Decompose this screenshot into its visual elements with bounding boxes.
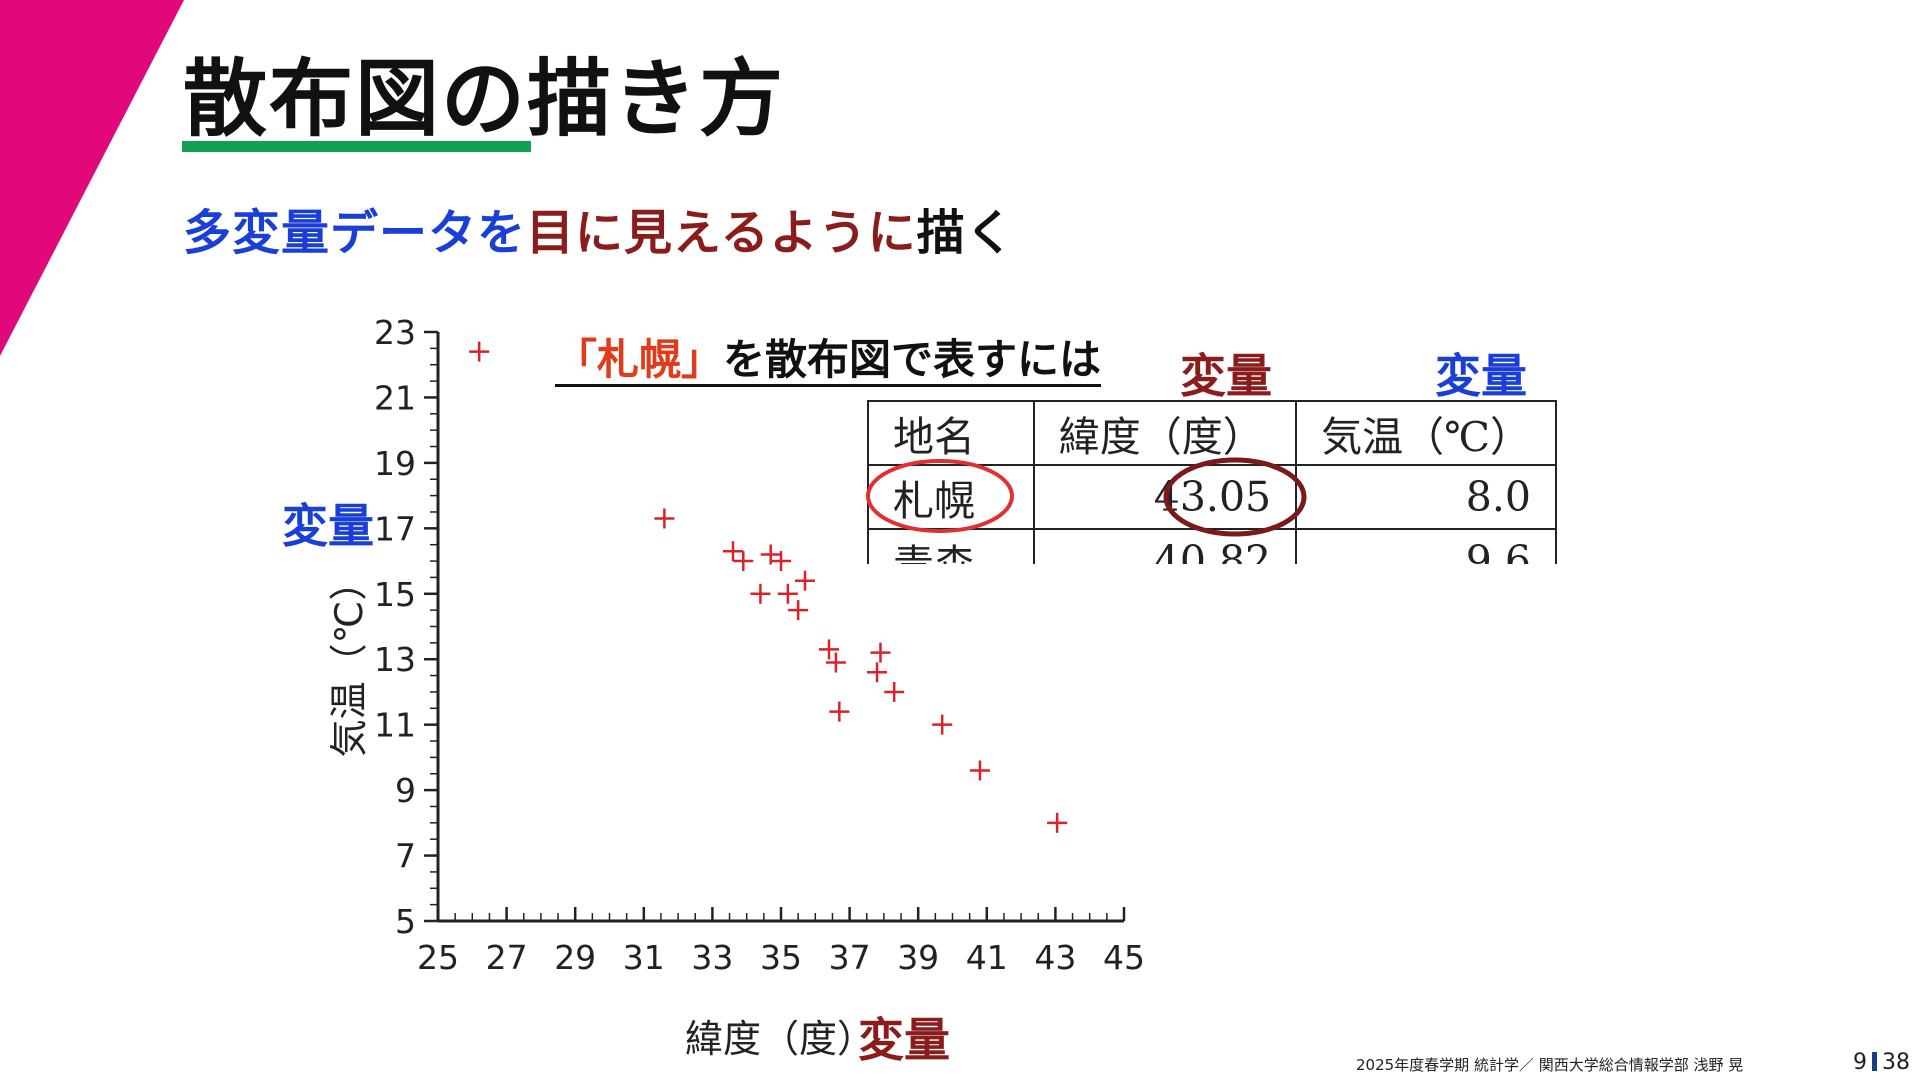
corner-decoration xyxy=(0,0,184,356)
data-point xyxy=(733,551,754,572)
page-current: 9 xyxy=(1853,1050,1867,1075)
y-tick-label: 21 xyxy=(374,378,416,417)
y-tick-label: 17 xyxy=(374,509,416,548)
cell-latitude: 40.82 xyxy=(1032,528,1298,564)
x-tick-label: 37 xyxy=(829,938,871,977)
y-tick-label: 9 xyxy=(395,771,416,810)
x-tick-label: 29 xyxy=(554,938,596,977)
data-point xyxy=(932,714,953,735)
page-total: 38 xyxy=(1882,1050,1910,1075)
data-point xyxy=(722,541,743,562)
table-row: 青森 40.82 9.6 xyxy=(867,528,1557,564)
y-tick-label: 19 xyxy=(374,444,416,483)
header-temperature: 気温（℃） xyxy=(1295,400,1557,466)
data-point xyxy=(795,570,816,591)
title-underline xyxy=(182,141,531,152)
data-table-clip: 地名 緯度（度） 気温（℃） 札幌 43.05 8.0 青森 40.82 9.6 xyxy=(867,400,1557,564)
header-place: 地名 xyxy=(867,400,1035,466)
page-number: 9 38 xyxy=(1853,1050,1910,1075)
cell-place: 青森 xyxy=(867,528,1035,564)
slide-subtitle: 多変量データを目に見えるように描く xyxy=(183,193,1015,263)
x-tick-label: 39 xyxy=(897,938,939,977)
subtitle-part3: 描く xyxy=(916,205,1015,261)
cell-temperature: 9.6 xyxy=(1295,528,1557,564)
header-latitude: 緯度（度） xyxy=(1032,400,1298,466)
data-point xyxy=(829,701,850,722)
cell-temperature: 8.0 xyxy=(1295,464,1557,530)
data-point xyxy=(469,341,490,362)
cell-latitude: 43.05 xyxy=(1032,464,1298,530)
y-tick-label: 7 xyxy=(395,837,416,876)
slide-title: 散布図の描き方 xyxy=(183,50,786,148)
x-tick-label: 45 xyxy=(1103,938,1145,977)
y-tick-label: 23 xyxy=(374,313,416,352)
y-variable-label: 変量 xyxy=(282,499,374,553)
data-point xyxy=(771,551,791,572)
x-tick-label: 43 xyxy=(1034,938,1076,977)
x-tick-label: 35 xyxy=(760,938,802,977)
data-point xyxy=(750,583,771,604)
data-point xyxy=(760,544,781,565)
footer-credit: 2025年度春学期 統計学／ 関西大学総合情報学部 浅野 晃 xyxy=(1356,1056,1744,1074)
corner-triangle xyxy=(0,0,184,356)
x-axis-title: 緯度（度） xyxy=(685,1017,875,1061)
data-point xyxy=(870,642,891,663)
annotation-title: 「札幌」を散布図で表すには xyxy=(555,335,1102,387)
y-axis-title: 気温（℃） xyxy=(327,563,371,758)
data-point xyxy=(819,639,840,660)
data-point xyxy=(825,652,846,673)
chart-points xyxy=(469,341,1068,833)
subtitle-part2: 目に見えるように xyxy=(526,205,917,261)
data-point xyxy=(884,681,905,702)
chart-ticks: 25 27 29 31 33 35 37 39 41 43 45 5 7 9 11 13 15 17 19 21 23 xyxy=(374,313,1145,977)
x-tick-label: 31 xyxy=(623,938,665,977)
table-latitude-variable-label: 変量 xyxy=(1180,349,1272,403)
data-table: 地名 緯度（度） 気温（℃） 札幌 43.05 8.0 青森 40.82 9.6 xyxy=(867,400,1557,564)
y-tick-label: 15 xyxy=(374,575,416,614)
circle-sapporo xyxy=(866,459,1014,533)
subtitle-part1: 多変量データを xyxy=(183,205,527,261)
table-row: 札幌 43.05 8.0 xyxy=(867,464,1557,530)
y-tick-label: 5 xyxy=(395,902,416,941)
data-point xyxy=(969,760,990,781)
x-variable-label: 変量 xyxy=(858,1013,950,1067)
annotation-title-quote: 「札幌」 xyxy=(555,335,724,384)
data-point xyxy=(867,662,888,683)
annotation-title-rest: を散布図で表すには xyxy=(723,335,1102,384)
circle-latitude-value xyxy=(1163,457,1307,537)
table-header-row: 地名 緯度（度） 気温（℃） xyxy=(867,400,1557,466)
y-tick-label: 13 xyxy=(374,640,416,679)
x-tick-label: 33 xyxy=(691,938,733,977)
table-temperature-variable-label: 変量 xyxy=(1435,349,1527,403)
data-point xyxy=(788,600,809,621)
page-separator xyxy=(1872,1052,1877,1071)
x-tick-label: 41 xyxy=(966,938,1008,977)
data-point xyxy=(1047,812,1068,833)
cell-place: 札幌 xyxy=(867,464,1035,530)
x-tick-label: 25 xyxy=(417,938,459,977)
data-point xyxy=(777,583,798,604)
data-point xyxy=(654,508,675,529)
x-tick-label: 27 xyxy=(486,938,528,977)
y-tick-label: 11 xyxy=(374,706,416,745)
